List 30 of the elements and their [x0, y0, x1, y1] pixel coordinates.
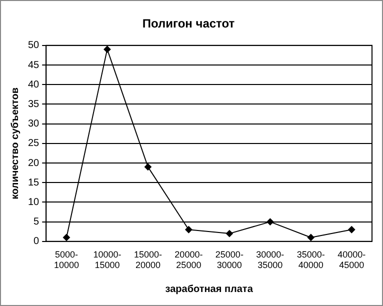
y-tick-label: 20 — [28, 158, 40, 169]
y-tick-label: 15 — [28, 177, 40, 188]
y-tick-label: 5 — [34, 216, 40, 228]
point — [62, 234, 70, 241]
point — [266, 218, 274, 226]
point — [307, 234, 314, 241]
x-tick-label: 5000-10000 — [54, 249, 80, 270]
y-tick-label: 35 — [28, 98, 40, 110]
y-tick-label: 50 — [28, 40, 40, 52]
x-tick-label: 40000-45000 — [338, 249, 366, 270]
point — [144, 163, 152, 170]
y-tick-label: 30 — [28, 118, 40, 130]
x-tick-label: 20000-25000 — [174, 249, 203, 270]
x-tick-label: 10000-15000 — [93, 249, 122, 270]
point — [226, 230, 233, 238]
y-tick-label: 0 — [34, 236, 40, 248]
chart-title: Полигон частот — [142, 16, 235, 31]
y-axis-title: количество субъектов — [10, 87, 21, 200]
y-tick-label: 10 — [28, 196, 40, 208]
point — [348, 226, 356, 234]
x-axis-title: заработная плата — [165, 284, 254, 295]
x-tick-label: 35000-40000 — [296, 249, 325, 270]
point — [104, 46, 111, 53]
y-tick-label: 25 — [28, 138, 40, 150]
y-tick-label: 45 — [28, 60, 40, 71]
x-tick-label: 25000-30000 — [215, 249, 244, 270]
x-tick-label: 15000-20000 — [134, 249, 162, 270]
x-tick-label: 30000-35000 — [256, 249, 284, 270]
point — [185, 226, 192, 234]
y-tick-label: 40 — [28, 79, 40, 90]
